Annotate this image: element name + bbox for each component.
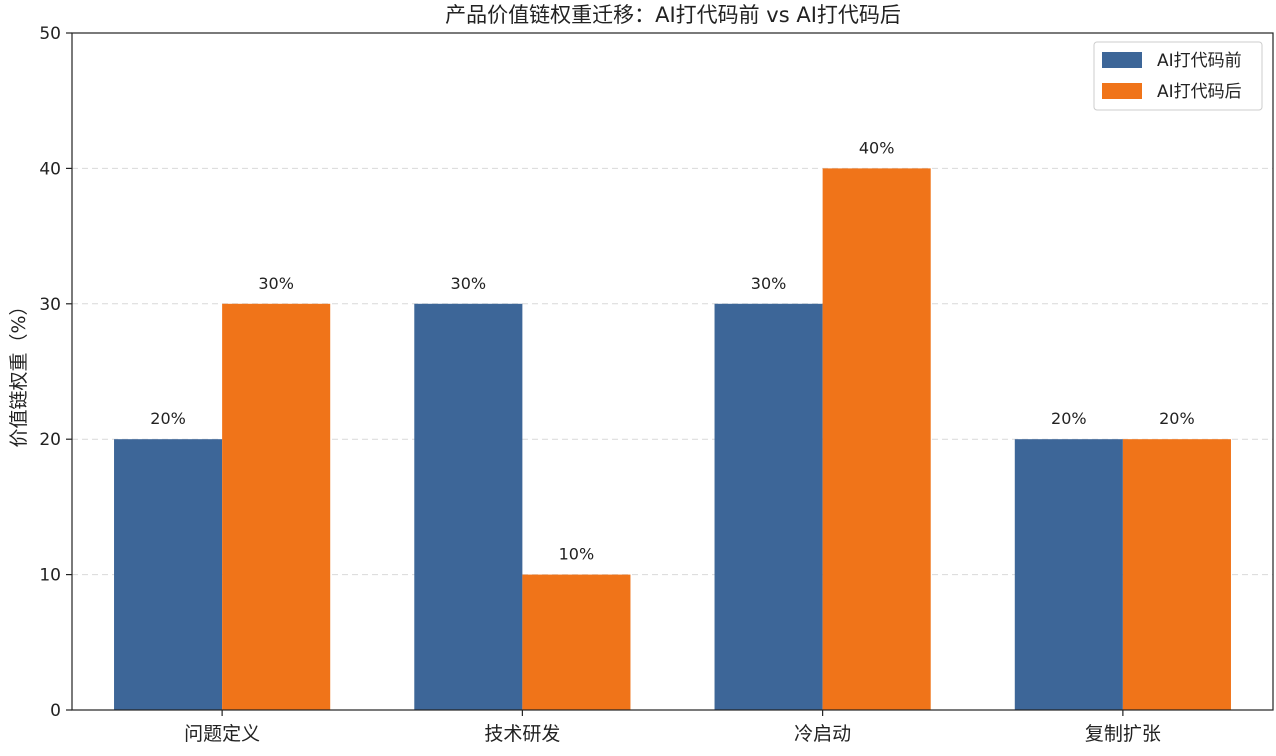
x-tick-label: 冷启动 [794,723,851,745]
bar [414,303,523,710]
x-tick-label: 复制扩张 [1085,723,1161,745]
bar [114,439,223,710]
y-tick-label: 30 [39,295,61,315]
legend: AI打代码前 AI打代码后 [1093,41,1263,111]
bar-value-label: 20% [1159,409,1195,428]
data-labels: 20% 30% 30% 10% 30% 40% 20% 20% [150,138,1194,563]
bar [714,303,823,710]
legend-swatch [1102,83,1142,99]
legend-label: AI打代码后 [1157,82,1242,102]
y-axis-label: 价值链权重（%） [8,296,30,447]
y-tick-label: 0 [50,701,61,721]
bar-value-label: 20% [150,409,186,428]
bar-value-label: 30% [751,274,787,293]
bar-value-label: 30% [258,274,294,293]
y-tick-label: 20 [39,430,61,450]
bar-value-label: 10% [559,545,595,564]
legend-label: AI打代码前 [1157,51,1242,71]
legend-swatch [1102,52,1142,68]
bar [522,574,631,710]
chart-title: 产品价值链权重迁移：AI打代码前 vs AI打代码后 [445,3,901,27]
x-tick-label: 技术研发 [484,723,560,745]
bar [1122,439,1231,710]
y-tick-label: 40 [39,159,61,179]
y-tick-label: 10 [39,566,61,586]
bar-value-label: 30% [451,274,487,293]
bar [222,303,331,710]
axes: 0 10 20 30 40 50 问题定义 技术研发 冷启动 复制扩张 [39,24,1274,745]
bar-value-label: 40% [859,138,895,157]
bars [114,168,1231,710]
plot-frame [71,32,1274,711]
y-tick-label: 50 [39,24,61,44]
bar-value-label: 20% [1051,409,1087,428]
x-tick-label: 问题定义 [184,723,260,745]
bar [822,168,931,710]
bar [1014,439,1123,710]
